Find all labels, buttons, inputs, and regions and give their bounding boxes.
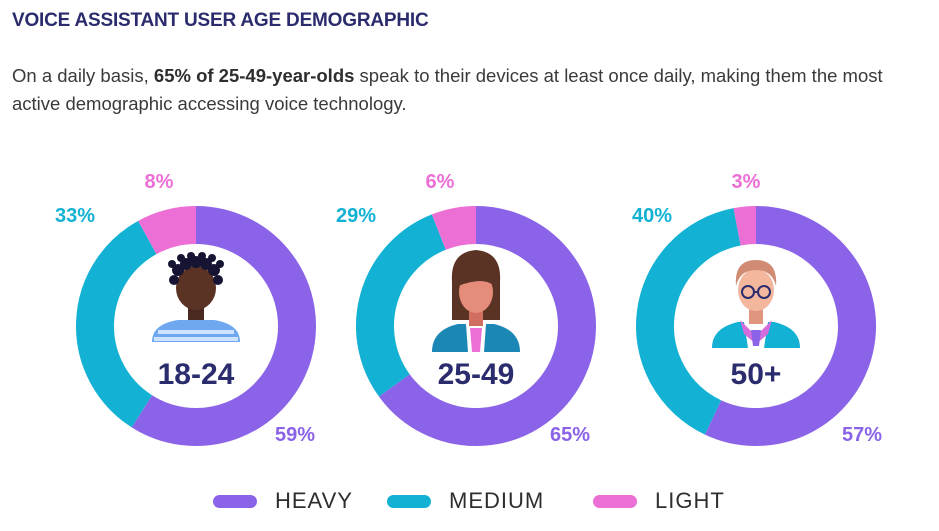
donut-slice-light — [138, 206, 197, 255]
legend-label-heavy: HEAVY — [275, 488, 353, 513]
subtitle-suffix: speak to their devices at least once dai… — [12, 65, 883, 114]
legend-item-heavy: HEAVY — [213, 488, 353, 514]
donut-slice-light — [431, 206, 477, 250]
data-label-light: 3% — [732, 171, 761, 193]
data-label-light: 6% — [426, 171, 455, 193]
donut-chart-1 — [76, 206, 316, 446]
legend-swatch-heavy — [213, 494, 257, 508]
legend-item-light: LIGHT — [593, 488, 725, 514]
center-age-label: 25-49 — [438, 358, 515, 391]
older-man-avatar-icon — [712, 260, 800, 348]
legend-swatch-medium — [387, 494, 431, 508]
donut-slice-heavy — [378, 206, 596, 446]
page-subtitle: On a daily basis, 65% of 25-49-year-olds… — [12, 62, 912, 118]
data-label-medium: 29% — [336, 205, 376, 227]
woman-avatar-icon — [432, 250, 520, 352]
data-label-heavy: 59% — [275, 424, 315, 446]
center-age-label: 50+ — [731, 358, 782, 391]
legend-label-medium: MEDIUM — [449, 488, 545, 513]
data-label-medium: 40% — [632, 205, 672, 227]
legend-item-medium: MEDIUM — [387, 488, 544, 514]
subtitle-prefix: On a daily basis, — [12, 65, 154, 86]
legend-label-light: LIGHT — [655, 488, 725, 513]
donut-chart-3 — [636, 206, 876, 446]
data-label-medium: 33% — [55, 205, 95, 227]
subtitle-highlight: 65% of 25-49-year-olds — [153, 65, 355, 86]
data-label-light: 8% — [145, 171, 174, 193]
donut-slice-medium — [636, 208, 742, 435]
data-label-heavy: 57% — [842, 424, 882, 446]
donut-slice-heavy — [704, 206, 876, 446]
donut-slice-light — [733, 206, 757, 246]
donut-slice-heavy — [131, 206, 316, 446]
young-person-avatar-icon — [152, 252, 240, 342]
page-title: VOICE ASSISTANT USER AGE DEMOGRAPHIC — [12, 10, 429, 31]
donut-chart-2 — [356, 206, 596, 446]
center-age-label: 18-24 — [158, 358, 235, 391]
data-label-heavy: 65% — [550, 424, 590, 446]
donut-slice-medium — [356, 214, 447, 397]
donut-slice-medium — [76, 220, 157, 428]
legend: HEAVY MEDIUM LIGHT — [0, 488, 939, 518]
legend-swatch-light — [593, 494, 637, 508]
